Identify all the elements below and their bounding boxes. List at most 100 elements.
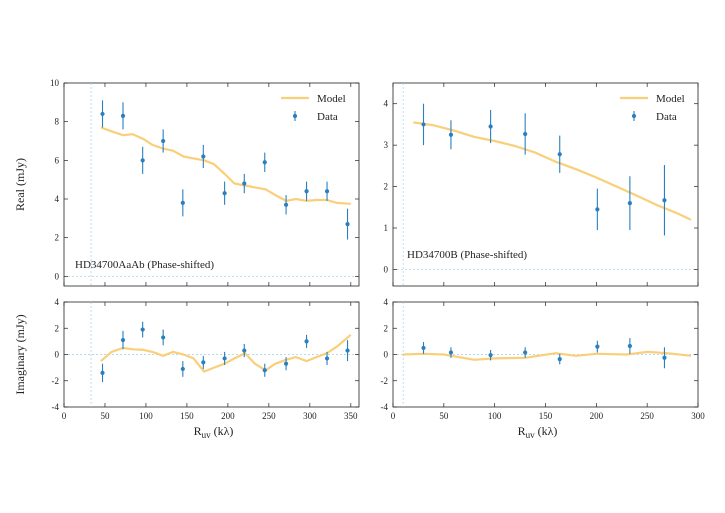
panel-aa-imag: 0 50 100 150 200 250 300 350 -4 -2 0 2 4 Imaginary (m… [13,297,360,440]
panel-b-real: 0 1 2 3 4 HD34700B (Phase-shifted) Model Data [384,82,699,287]
data-point [242,181,247,186]
data-point [201,360,206,365]
data-point [140,327,145,332]
data-point [448,132,454,137]
data-point [324,356,330,361]
x-tick-label: 250 [640,411,654,421]
x-tick-label: 300 [691,411,705,421]
data-point [161,138,166,144]
y-axis-title: Imaginary (mJy) [13,314,27,394]
data-point [304,339,309,344]
y-tick-label: -4 [381,402,389,412]
y-tick-label: 0 [55,271,60,281]
x-tick-label: 150 [180,411,194,421]
data-point [488,353,493,358]
y-tick-label: 8 [55,117,60,127]
data-point [523,131,528,137]
data-point [627,201,632,206]
data-point [161,335,166,340]
x-tick-label: 0 [391,411,396,421]
legend-data-marker [292,113,298,119]
data-point [120,337,126,343]
data-point [283,202,289,207]
data-point [242,348,247,353]
data-point [283,361,289,366]
x-axis-title-unit: (kλ) [211,424,234,438]
data-point [262,368,267,373]
data-point [421,345,426,351]
y-tick-label: 3 [384,140,389,150]
y-tick-label: 2 [55,323,60,333]
data-point [488,124,493,129]
x-tick-label: 200 [221,411,235,421]
x-tick-label: 150 [539,411,553,421]
legend-data-marker [631,113,637,119]
data-point [662,355,667,360]
legend-data-label: Data [656,111,677,123]
y-tick-label: 2 [55,233,60,243]
panel-label: HD34700AaAb (Phase-shifted) [75,259,214,271]
x-tick-label: 50 [100,411,110,421]
panel-label: HD34700B (Phase-shifted) [407,249,527,261]
data-point [345,222,350,227]
y-tick-label: 2 [384,323,389,333]
data-point [324,189,330,194]
legend-model-label: Model [656,93,685,105]
data-point [201,154,206,159]
y-tick-label: 4 [384,99,389,109]
y-tick-label: 4 [55,297,60,307]
data-point [448,350,454,355]
model-line [100,333,352,373]
data-point [627,343,632,349]
data-point [304,189,309,194]
data-point [595,207,600,212]
data-point [345,348,350,353]
data-point [421,122,426,127]
y-tick-label: 0 [55,350,60,360]
y-tick-label: 1 [384,223,389,233]
data-point [595,344,600,349]
x-axis-title-unit: (kλ) [535,424,558,438]
data-point [180,200,185,205]
data-point [262,160,267,165]
x-tick-label: 50 [439,411,449,421]
y-tick-label: 0 [384,350,389,360]
x-tick-label: 0 [62,411,67,421]
data-point [222,356,227,361]
x-axis-title-main: R [518,424,526,438]
data-point [222,191,227,196]
data-point [100,111,105,117]
legend-data-label: Data [317,111,338,123]
x-axis-title: Ruv (kλ) [518,424,558,440]
data-point [523,350,528,355]
y-tick-label: 0 [384,264,389,274]
data-point [662,198,667,203]
legend-model-label: Model [317,93,346,105]
x-tick-label: 350 [344,411,358,421]
y-tick-label: 6 [55,155,60,165]
y-tick-label: 2 [384,182,389,192]
y-axis-title: Real (mJy) [13,158,27,211]
x-tick-label: 300 [303,411,317,421]
y-tick-label: 10 [50,78,60,88]
plot-frame [63,82,360,287]
data-point [557,356,562,362]
x-axis-title-subscript: uv [202,430,212,440]
y-tick-label: -2 [381,376,389,386]
x-tick-label: 250 [262,411,276,421]
y-tick-label: 4 [55,194,60,204]
data-point [100,370,105,375]
x-axis-title: Ruv (kλ) [194,424,234,440]
model-line [403,350,692,361]
x-tick-label: 200 [590,411,604,421]
x-axis-title-main: R [194,424,202,438]
y-tick-label: -2 [52,376,60,386]
panel-b-imag: 0 50 100 150 200 250 300 -4 -2 0 2 4 Ruv (kλ) [381,297,706,440]
x-tick-label: 100 [488,411,502,421]
y-tick-label: 4 [384,297,389,307]
panel-aa-real: 0 2 4 6 8 10 Real (mJy) HD34700AaAb (Phase-shif… [13,78,360,287]
y-tick-label: -4 [52,402,60,412]
x-axis-title-subscript: uv [526,430,536,440]
data-point [120,113,126,118]
